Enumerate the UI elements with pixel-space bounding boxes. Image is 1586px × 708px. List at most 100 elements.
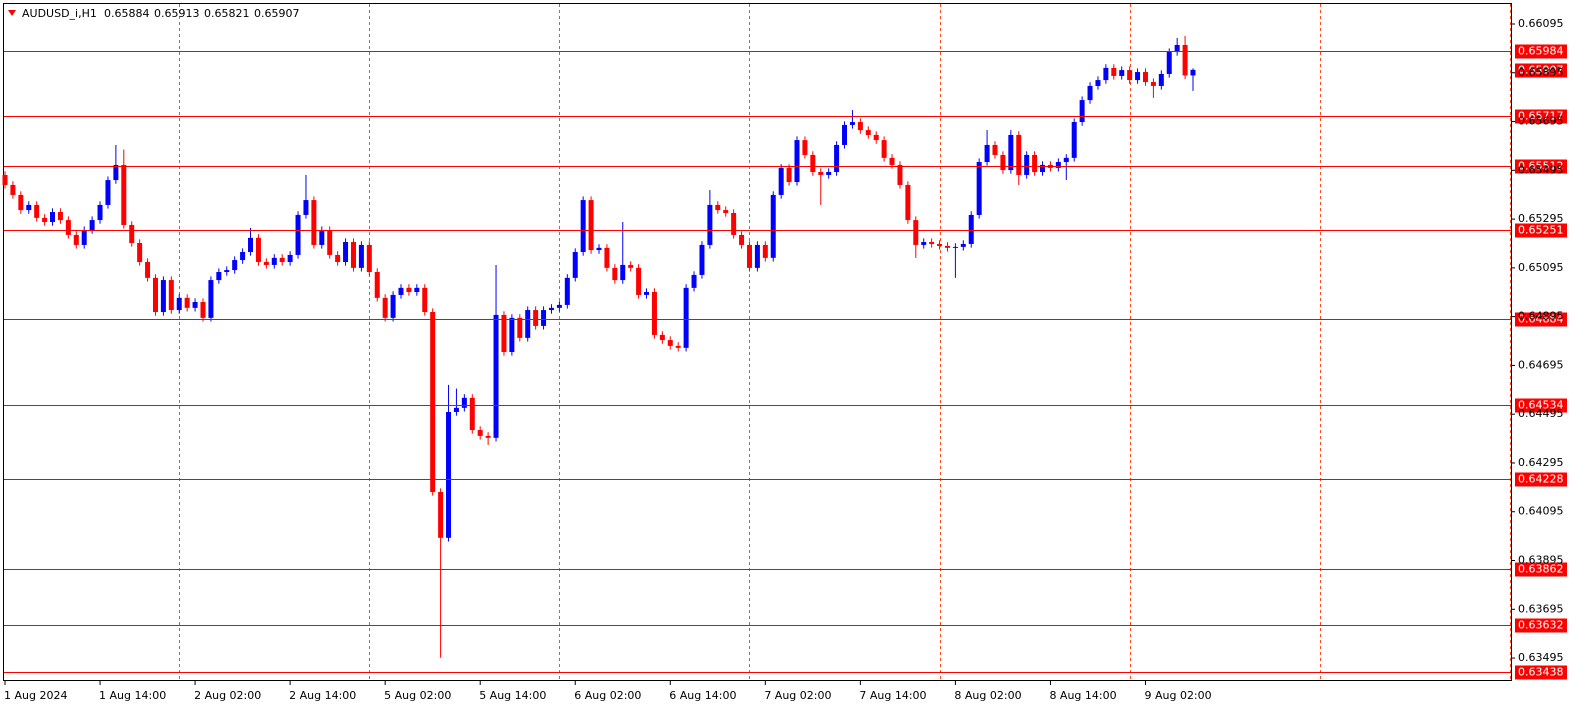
price-tag <box>1515 63 1567 78</box>
chart-title: AUDUSD_i,H1 0.65884 0.65913 0.65821 0.65… <box>22 7 300 20</box>
levels-layer: 0.65984 0.65717 0.65512 0.65251 0.64884 0.645… <box>4 44 1567 680</box>
level-tag-label: 0.64884 <box>1518 313 1564 326</box>
candle-body <box>984 144 990 163</box>
candle-body <box>414 287 420 293</box>
candle-body <box>1166 52 1172 74</box>
candle-body <box>1016 134 1022 175</box>
y-tick-label: 0.65695 <box>1518 115 1564 128</box>
candle-body <box>842 124 848 145</box>
candle-body <box>707 204 713 245</box>
y-tick-label: 0.65295 <box>1518 212 1564 225</box>
candle-body <box>1142 72 1148 83</box>
title-low: 0.65821 <box>204 7 250 20</box>
title-triangle <box>8 10 16 16</box>
candle-body <box>10 184 16 195</box>
y-tick-label: 0.64895 <box>1518 310 1564 323</box>
level-tag <box>1515 618 1567 633</box>
x-tick-label: 5 Aug 02:00 <box>384 689 451 702</box>
candle-body <box>240 252 246 261</box>
candle-body <box>556 304 562 308</box>
candle-body <box>208 280 214 318</box>
level-tag <box>1515 159 1567 174</box>
candle-body <box>34 204 40 218</box>
candle-body <box>580 200 586 253</box>
candle-body <box>65 220 71 235</box>
price-tag-label: 0.65907 <box>1518 64 1564 77</box>
candle-body <box>406 287 412 293</box>
candle-body <box>897 164 903 185</box>
level-tag-label: 0.63438 <box>1518 666 1564 679</box>
candle-body <box>2 174 8 185</box>
title-open: 0.65884 <box>104 7 150 20</box>
candle-body <box>731 212 737 235</box>
candle-body <box>232 260 238 271</box>
candle-body <box>802 140 808 155</box>
candle-body <box>1032 154 1038 173</box>
candle-body <box>493 314 499 438</box>
candle-body <box>1008 134 1014 171</box>
candle-body <box>1079 100 1085 123</box>
candle-body <box>248 237 254 253</box>
candle-body <box>168 280 174 311</box>
candle-body <box>889 157 895 165</box>
candle-body <box>311 200 317 245</box>
title-close: 0.65907 <box>254 7 300 20</box>
candle-body <box>438 491 444 538</box>
candle-body <box>57 212 63 221</box>
candle-body <box>818 172 824 175</box>
candle-body <box>596 247 602 251</box>
level-tag-label: 0.65717 <box>1518 110 1564 123</box>
y-tick-label: 0.63895 <box>1518 554 1564 567</box>
candle-body <box>683 287 689 348</box>
candle-body <box>675 345 681 348</box>
candle-body <box>81 230 87 245</box>
candle-body <box>1127 70 1133 81</box>
candle-body <box>548 307 554 311</box>
candle-body <box>865 130 871 135</box>
level-tag <box>1515 223 1567 238</box>
level-tag-label: 0.64228 <box>1518 473 1564 486</box>
candle-body <box>699 244 705 275</box>
candle-body <box>422 287 428 313</box>
candle-body <box>1119 70 1125 76</box>
level-tag <box>1515 312 1567 327</box>
candle-body <box>636 267 642 295</box>
candle-body <box>469 397 475 431</box>
y-tick-label: 0.63695 <box>1518 602 1564 615</box>
candle-body <box>834 144 840 173</box>
candle-body <box>739 234 745 245</box>
x-tick-label: 5 Aug 14:00 <box>479 689 546 702</box>
candle-body <box>541 310 547 326</box>
candle-body <box>921 242 927 245</box>
x-tick-label: 6 Aug 14:00 <box>669 689 736 702</box>
candle-body <box>604 247 610 268</box>
candle-body <box>1087 85 1093 101</box>
candle-body <box>477 430 483 436</box>
grid-layer <box>179 4 1511 680</box>
level-tag-label: 0.65984 <box>1518 45 1564 58</box>
candle-body <box>121 164 127 225</box>
candle-body <box>319 230 325 245</box>
candle-body <box>97 204 103 221</box>
candle-body <box>192 302 198 308</box>
candle-body <box>1158 73 1164 86</box>
candle-body <box>857 122 863 131</box>
candle-body <box>216 272 222 281</box>
candle-body <box>366 244 372 273</box>
candle-body <box>873 134 879 141</box>
candle-body <box>1063 157 1069 163</box>
candle-body <box>200 302 206 318</box>
candle-body <box>929 242 935 244</box>
candle-body <box>1111 67 1117 76</box>
candle-body <box>588 200 594 251</box>
candle-body <box>849 122 855 125</box>
candle-body <box>255 237 261 263</box>
candle-body <box>659 334 665 341</box>
candle-body <box>1150 82 1156 86</box>
level-tag <box>1515 109 1567 124</box>
candle-body <box>129 224 135 243</box>
candle-body <box>794 140 800 183</box>
candle-body <box>42 217 48 223</box>
